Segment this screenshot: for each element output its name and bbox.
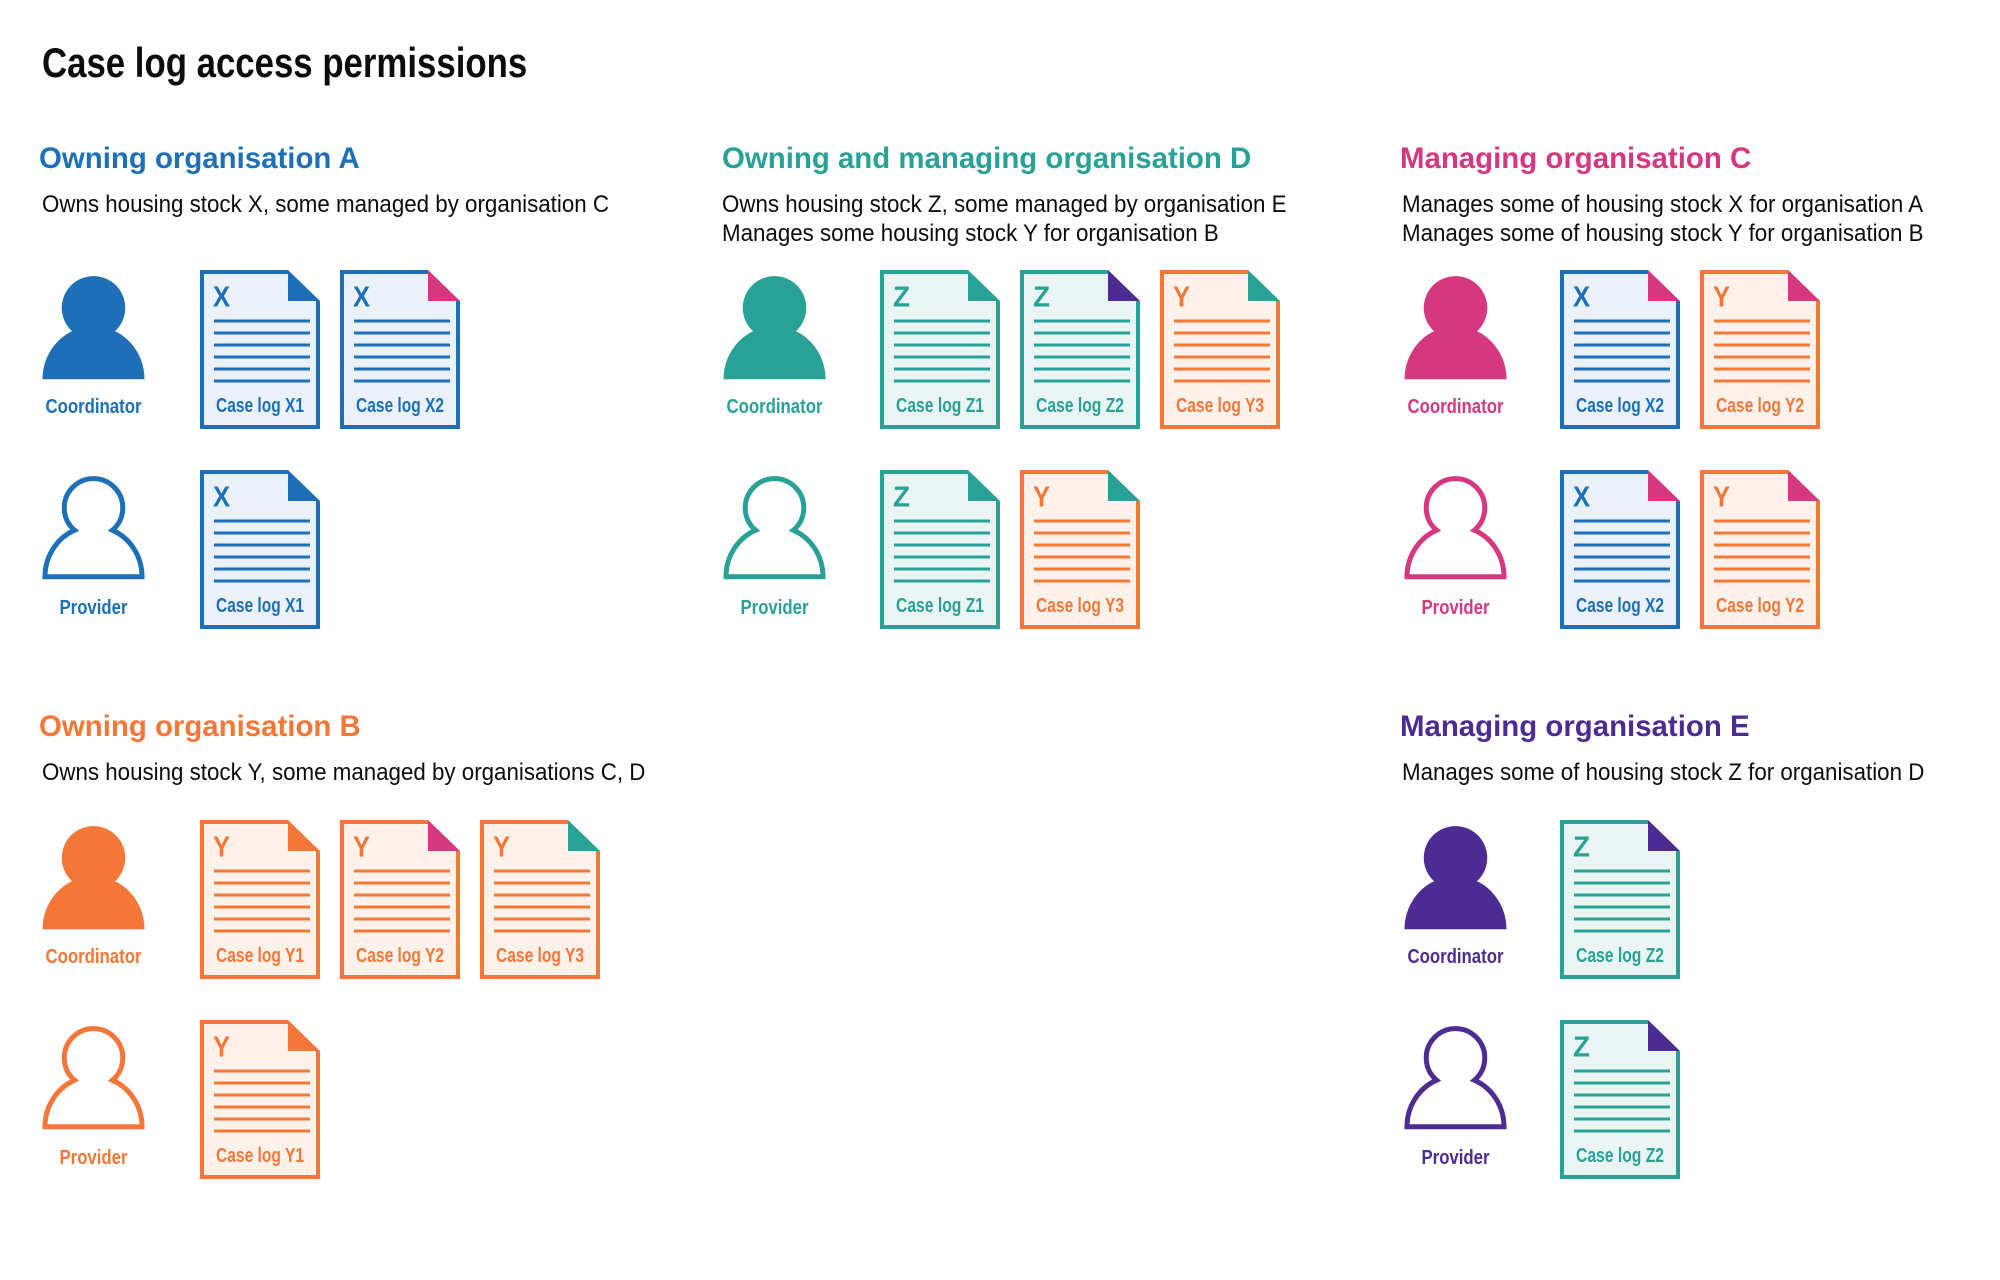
svg-text:Provider: Provider (60, 597, 128, 619)
svg-text:Y: Y (213, 1032, 230, 1064)
svg-text:Coordinator: Coordinator (46, 396, 142, 418)
svg-text:Case log Z1: Case log Z1 (896, 395, 984, 417)
svg-text:Provider: Provider (1422, 1147, 1490, 1169)
svg-text:Provider: Provider (1422, 597, 1490, 619)
svg-text:Y: Y (1173, 282, 1190, 314)
svg-text:Z: Z (1573, 1032, 1590, 1064)
svg-text:Case log Y1: Case log Y1 (216, 1145, 304, 1167)
svg-text:Z: Z (1573, 832, 1590, 864)
svg-text:X: X (1573, 282, 1591, 314)
svg-text:Coordinator: Coordinator (727, 396, 823, 418)
svg-text:Coordinator: Coordinator (1408, 396, 1504, 418)
svg-text:Z: Z (1033, 282, 1050, 314)
svg-text:Case log Z1: Case log Z1 (896, 595, 984, 617)
svg-text:Coordinator: Coordinator (46, 946, 142, 968)
svg-text:Coordinator: Coordinator (1408, 946, 1504, 968)
svg-text:X: X (1573, 482, 1591, 514)
svg-text:Provider: Provider (60, 1147, 128, 1169)
svg-text:Y: Y (353, 832, 370, 864)
svg-text:Provider: Provider (741, 597, 809, 619)
svg-text:Z: Z (893, 482, 910, 514)
svg-text:X: X (213, 282, 231, 314)
svg-text:Y: Y (1033, 482, 1050, 514)
svg-text:Y: Y (493, 832, 510, 864)
svg-text:Case log X2: Case log X2 (1576, 595, 1664, 617)
svg-text:Case log Y1: Case log Y1 (216, 945, 304, 967)
svg-text:Case log Z2: Case log Z2 (1036, 395, 1124, 417)
svg-text:Case log Y2: Case log Y2 (1716, 595, 1804, 617)
svg-text:Case log Y3: Case log Y3 (1176, 395, 1264, 417)
svg-text:Case log Z2: Case log Z2 (1576, 1145, 1664, 1167)
svg-text:Case log X1: Case log X1 (216, 395, 304, 417)
svg-text:Z: Z (893, 282, 910, 314)
svg-text:Case log Y3: Case log Y3 (496, 945, 584, 967)
svg-text:Y: Y (213, 832, 230, 864)
svg-text:Case log X1: Case log X1 (216, 595, 304, 617)
svg-text:Case log X2: Case log X2 (356, 395, 444, 417)
svg-text:Y: Y (1713, 282, 1730, 314)
svg-text:Case log Y2: Case log Y2 (356, 945, 444, 967)
svg-text:Case log X2: Case log X2 (1576, 395, 1664, 417)
svg-text:Case log Y3: Case log Y3 (1036, 595, 1124, 617)
svg-text:Case log Z2: Case log Z2 (1576, 945, 1664, 967)
svg-text:Case log Y2: Case log Y2 (1716, 395, 1804, 417)
svg-text:Y: Y (1713, 482, 1730, 514)
svg-text:X: X (353, 282, 371, 314)
svg-text:X: X (213, 482, 231, 514)
